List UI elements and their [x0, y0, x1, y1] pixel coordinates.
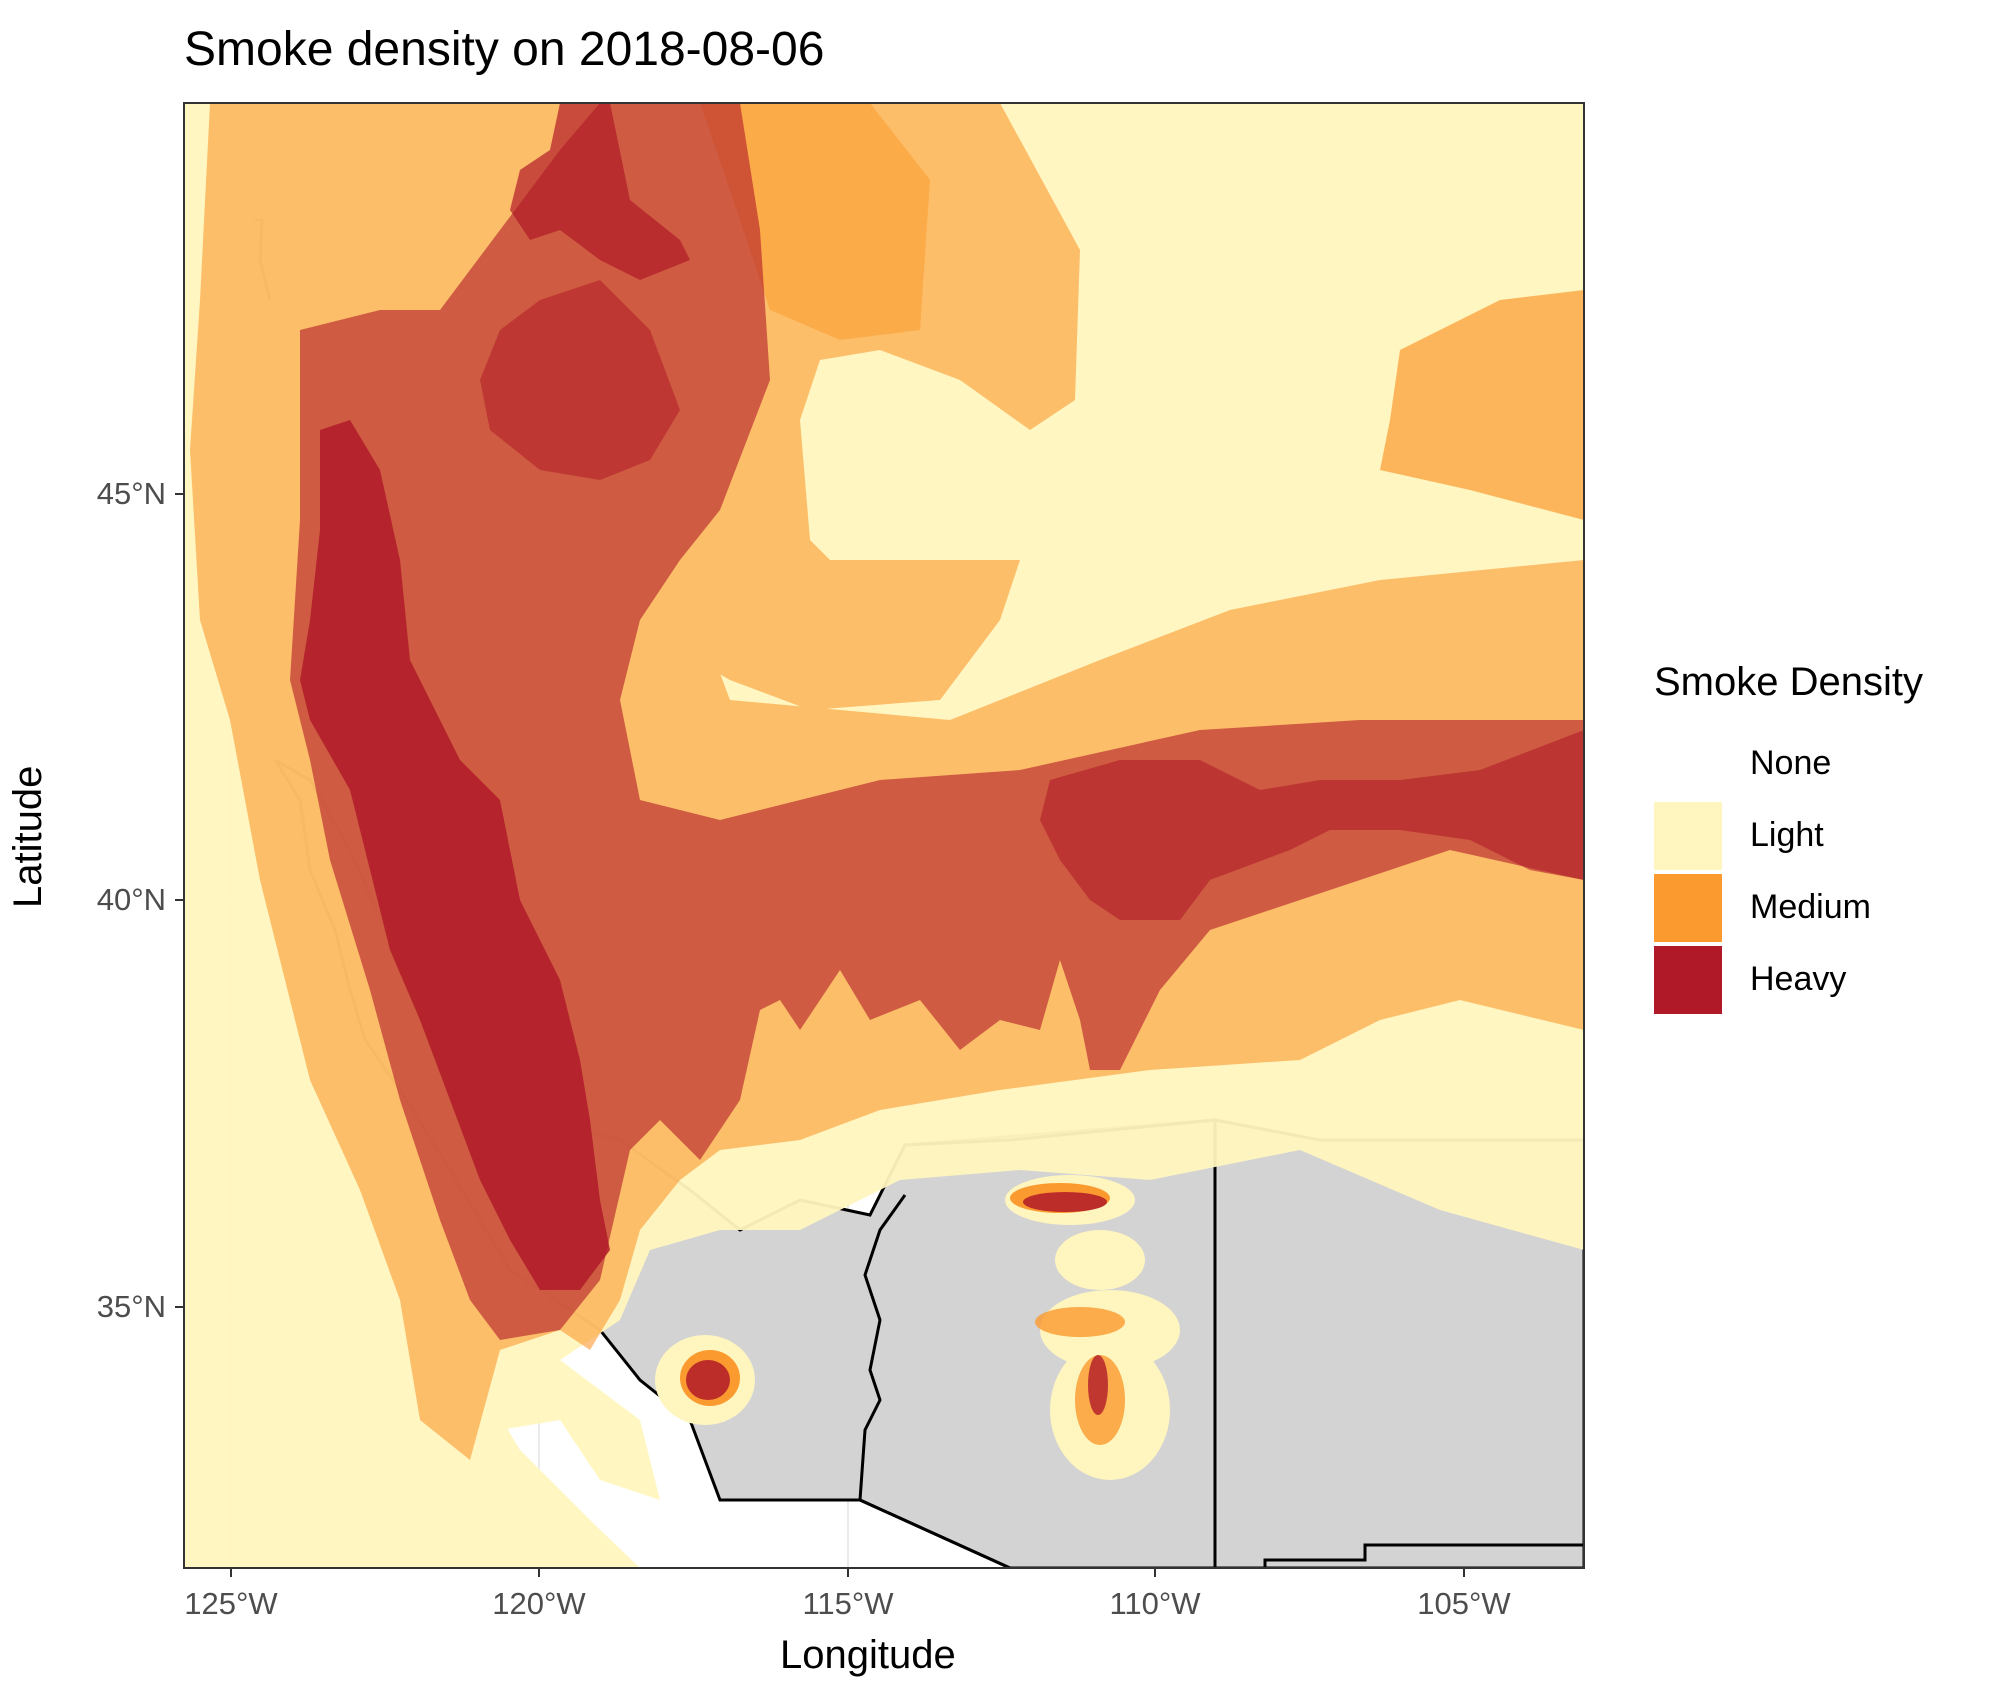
smoke-heavy-core-north — [510, 103, 690, 280]
legend-swatch-none — [1654, 730, 1722, 798]
legend-swatch-light — [1654, 802, 1722, 870]
axis-ticks — [175, 493, 1465, 1577]
smoke-medium-east — [1380, 290, 1584, 520]
border-ca-mexico — [720, 1498, 1011, 1568]
smoke-medium-north — [700, 103, 930, 340]
y-tick-label: 40°N — [96, 882, 166, 917]
smoke-heavy-band — [1040, 730, 1584, 920]
state-border-ca-az — [858, 1194, 907, 1501]
legend-label-heavy: Heavy — [1750, 960, 1847, 998]
legend-swatch-heavy — [1654, 946, 1722, 1014]
legend-label-light: Light — [1750, 816, 1824, 854]
y-tick-label: 35°N — [96, 1289, 166, 1324]
x-tick-label: 120°W — [492, 1586, 586, 1621]
smoke-heavy-core-ca — [300, 420, 610, 1290]
smoke-heavy-patches — [680, 1183, 1125, 1445]
chart-title: Smoke density on 2018-08-06 — [184, 23, 825, 76]
legend-swatch-medium — [1654, 874, 1722, 942]
x-tick-label: 110°W — [1109, 1586, 1201, 1621]
legend-label-none: None — [1750, 744, 1832, 782]
legend-title: Smoke Density — [1654, 660, 1923, 704]
panel-border — [183, 102, 1585, 1569]
y-tick-label: 45°N — [96, 476, 166, 511]
y-axis-label: Latitude — [6, 765, 50, 908]
x-tick-label: 115°W — [802, 1586, 894, 1621]
smoke-heavy-core-or — [480, 280, 680, 480]
border-mexico — [1263, 1543, 1584, 1568]
x-tick-label: 125°W — [184, 1586, 278, 1621]
x-tick-label: 105°W — [1417, 1586, 1511, 1621]
legend-label-medium: Medium — [1750, 888, 1871, 926]
x-axis-label: Longitude — [780, 1633, 956, 1677]
